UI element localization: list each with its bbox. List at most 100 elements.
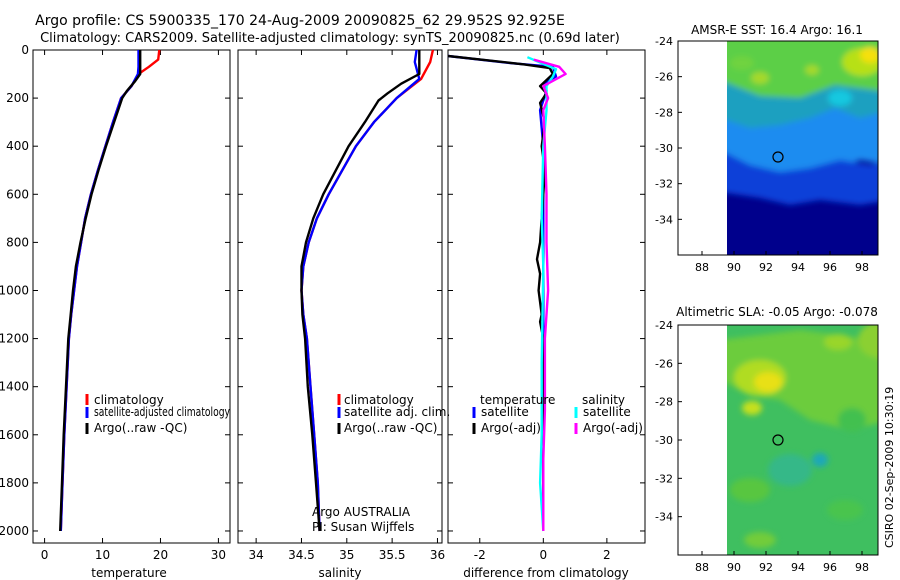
temperature-lines: [59, 49, 161, 532]
x-tick-label: 36: [430, 548, 445, 562]
map-y-tick-label: -26: [655, 71, 673, 84]
map-y-tick-label: -30: [655, 142, 673, 155]
legend-label-temp-argo: Argo(-adj): [481, 421, 541, 435]
difference-ticks: -2 0 2: [448, 49, 645, 562]
sla-map-title: Altimetric SLA: -0.05 Argo: -0.078: [676, 305, 878, 319]
map-x-tick-label: 98: [855, 561, 869, 574]
sla-map-panel: Altimetric SLA: -0.05 Argo: -0.078 88 90 9: [655, 305, 879, 574]
series-line-salinity-satellite: [526, 56, 558, 532]
map-y-tick-label: -24: [655, 319, 673, 332]
map-y-tick-label: -32: [655, 178, 673, 191]
temperature-xlabel: temperature: [91, 566, 166, 580]
map-y-tick-label: -26: [655, 357, 673, 370]
map-x-tick-label: 92: [759, 561, 773, 574]
map-y-tick-label: -28: [655, 396, 673, 409]
difference-axes-box: [447, 49, 646, 544]
x-tick-label: 35: [339, 548, 354, 562]
map-x-tick-label: 90: [727, 261, 741, 274]
sla-map-field: [727, 325, 878, 555]
salinity-axes-box: [237, 49, 443, 544]
series-line-climatology: [300, 49, 435, 532]
map-x-tick-label: 90: [727, 561, 741, 574]
x-tick-label: 10: [95, 548, 110, 562]
series-line-salinity-argo-adj: [533, 58, 567, 531]
x-tick-label: 34.5: [288, 548, 315, 562]
map-x-tick-label: 88: [695, 561, 709, 574]
salinity-xlabel: salinity: [318, 566, 361, 580]
map-y-tick-label: -24: [655, 35, 673, 48]
legend-label-sal-satellite: satellite: [583, 405, 631, 419]
map-x-tick-label: 98: [855, 261, 869, 274]
map-x-tick-label: 94: [791, 261, 805, 274]
salinity-panel: 34 34.5 35 35.5 36 salinity climatology sate…: [237, 49, 450, 580]
series-line-argo-raw-qc: [300, 50, 421, 532]
temperature-panel: 0 10 20 30 0 200 400 600 800 1000 1200 1400 1600 1800…: [0, 43, 231, 580]
legend-label-argo-raw: Argo(..raw -QC): [344, 421, 437, 435]
temperature-ticks: 0 10 20 30 0 200 400 600 800 1000 1200 1400 1600 1800…: [0, 43, 230, 562]
legend-header-temperature: temperature: [480, 393, 555, 407]
x-tick-label: 2: [603, 548, 611, 562]
legend-label-climatology: climatology: [94, 393, 164, 407]
map-y-tick-label: -34: [655, 213, 673, 226]
salinity-ticks: 34 34.5 35 35.5 36: [238, 49, 445, 562]
x-tick-label: 20: [153, 548, 168, 562]
legend-label-satellite-adj: satellite adj. clim.: [344, 405, 450, 419]
map-x-tick-label: 92: [759, 261, 773, 274]
legend-label-sal-argo: Argo(-adj): [583, 421, 643, 435]
y-tick-label: 1000: [0, 283, 29, 297]
figure-title-line2: Climatology: CARS2009. Satellite-adjuste…: [40, 31, 620, 46]
map-y-tick-label: -32: [655, 472, 673, 485]
sst-map-ticks: 88 90 92 94 96 98 -24 -26 -28 -30 -32 -34: [655, 35, 869, 274]
y-tick-label: 1800: [0, 476, 29, 490]
salinity-legend: climatology satellite adj. clim. Argo(..…: [337, 393, 450, 435]
sst-map-panel: AMSR-E SST: 16.4 Argo: 16.1 88 90 92 94 96 98…: [655, 23, 879, 274]
legend-label-temp-satellite: satellite: [481, 405, 529, 419]
annotation-pi-name: PI: Susan Wijffels: [312, 520, 414, 534]
temperature-legend: climatology satellite-adjusted climatolo…: [85, 393, 230, 435]
sla-map-ticks: 88 90 92 94 96 98 -24 -26 -28 -30 -32 -34: [655, 319, 869, 574]
y-tick-label: 1400: [0, 380, 29, 394]
y-tick-label: 600: [6, 187, 29, 201]
y-tick-label: 0: [21, 43, 29, 57]
x-tick-label: 34: [248, 548, 263, 562]
map-x-tick-label: 96: [823, 561, 837, 574]
legend-label-satellite-adjusted: satellite-adjusted climatology: [94, 405, 230, 419]
series-line-satellite-adj-clim: [300, 49, 421, 532]
difference-lines: [447, 54, 567, 532]
sla-argo-marker: [772, 434, 784, 446]
map-x-tick-label: 94: [791, 561, 805, 574]
series-line-argo-raw-qc: [59, 50, 142, 532]
legend-label-climatology: climatology: [344, 393, 414, 407]
map-x-tick-label: 88: [695, 261, 709, 274]
y-tick-label: 800: [6, 235, 29, 249]
map-y-tick-label: -34: [655, 511, 673, 524]
temperature-axes-box: [32, 49, 231, 544]
difference-legend: temperature salinity satellite Argo(-adj…: [472, 393, 643, 435]
legend-label-argo-raw: Argo(..raw -QC): [94, 421, 187, 435]
side-timestamp: CSIRO 02-Sep-2009 10:30:19: [883, 387, 896, 548]
difference-panel: -2 0 2 difference from climatology tempera…: [447, 49, 646, 580]
y-tick-label: 1200: [0, 332, 29, 346]
x-tick-label: -2: [474, 548, 486, 562]
legend-header-salinity: salinity: [582, 393, 625, 407]
x-tick-label: 35.5: [379, 548, 406, 562]
map-y-tick-label: -28: [655, 106, 673, 119]
x-tick-label: 0: [41, 548, 49, 562]
difference-xlabel: difference from climatology: [463, 566, 629, 580]
y-tick-label: 1600: [0, 428, 29, 442]
annotation-argo-australia: Argo AUSTRALIA: [312, 505, 411, 519]
sst-map-field: [727, 41, 878, 255]
y-tick-label: 200: [6, 91, 29, 105]
series-line-climatology: [59, 49, 161, 532]
x-tick-label: 0: [540, 548, 548, 562]
x-tick-label: 30: [211, 548, 226, 562]
sst-argo-marker: [772, 151, 784, 163]
y-tick-label: 2000: [0, 524, 29, 538]
map-x-tick-label: 96: [823, 261, 837, 274]
y-tick-label: 400: [6, 139, 29, 153]
sst-map-title: AMSR-E SST: 16.4 Argo: 16.1: [691, 23, 863, 37]
salinity-lines: [300, 49, 435, 532]
figure-title-line1: Argo profile: CS 5900335_170 24-Aug-2009…: [35, 13, 565, 29]
series-line-temperature-argo-adj: [447, 54, 555, 531]
